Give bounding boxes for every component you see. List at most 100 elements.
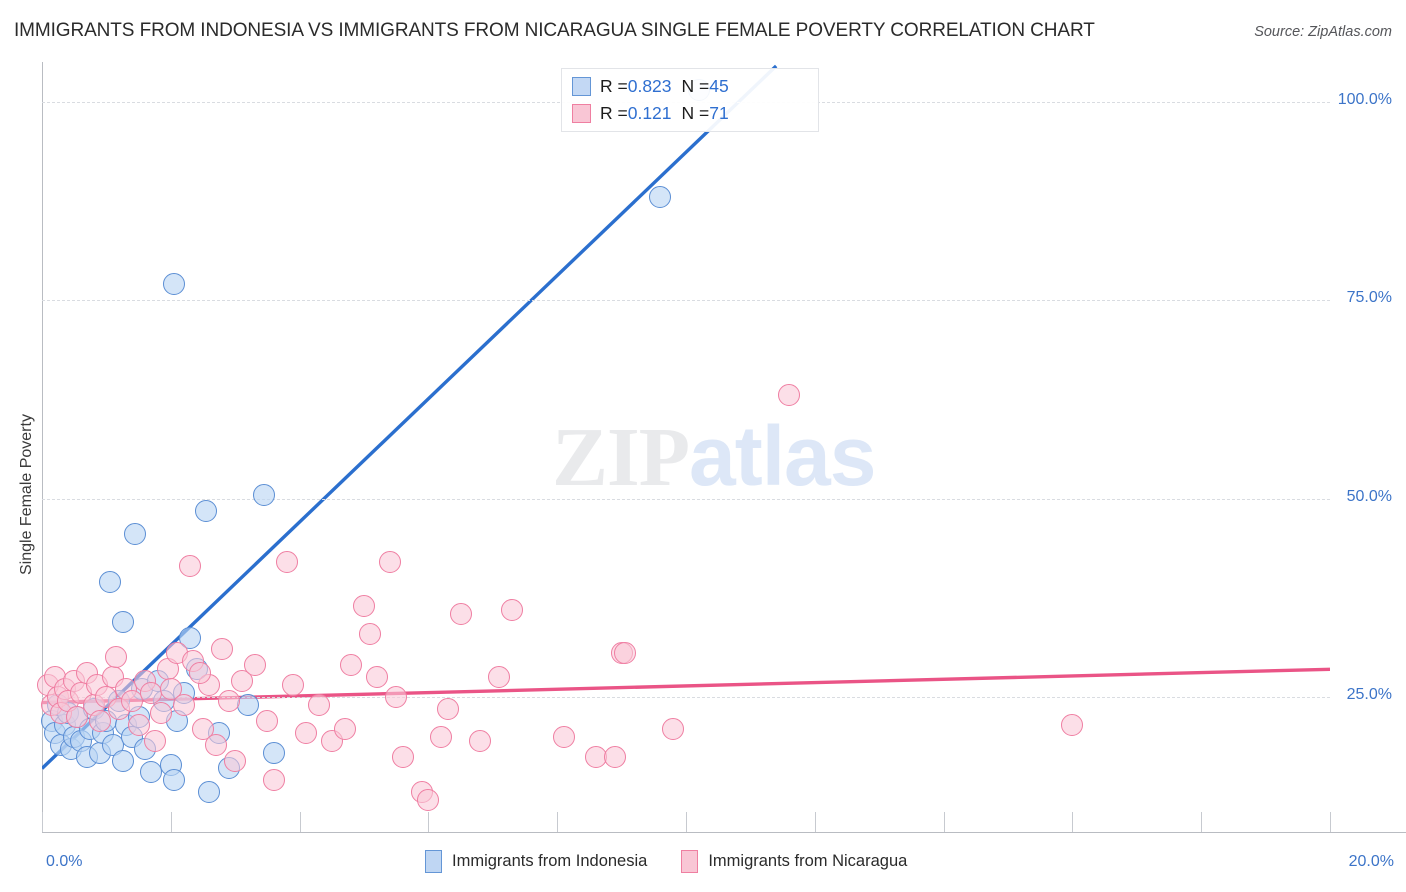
gridline-50 — [42, 498, 1330, 500]
legend-item-indonesia[interactable]: Immigrants from Indonesia — [425, 850, 647, 873]
legend-label-nicaragua: Immigrants from Nicaragua — [708, 852, 908, 870]
data-point[interactable] — [243, 654, 266, 677]
data-point[interactable] — [88, 709, 111, 732]
legend-swatch-nicaragua — [681, 850, 699, 873]
x-axis-tick — [943, 812, 945, 832]
data-point[interactable] — [552, 725, 575, 748]
data-point[interactable] — [105, 646, 128, 669]
data-point[interactable] — [172, 693, 195, 716]
gridline-25 — [42, 697, 1330, 699]
x-axis-tick — [428, 812, 430, 832]
source-attribution: Source: ZipAtlas.com — [1254, 24, 1392, 40]
data-point[interactable] — [179, 555, 202, 578]
x-axis-tick — [1330, 812, 1331, 832]
stats-r-value-nicaragua: 0.121 — [627, 102, 672, 123]
y-axis-tick-label: 50.0% — [1346, 487, 1392, 505]
data-point[interactable] — [340, 654, 363, 677]
data-point[interactable] — [417, 789, 440, 812]
data-point[interactable] — [230, 670, 253, 693]
data-point[interactable] — [501, 598, 524, 621]
stats-r-label-nicaragua: R = — [600, 102, 628, 123]
data-point[interactable] — [359, 622, 382, 645]
data-point[interactable] — [613, 642, 636, 665]
data-point[interactable] — [253, 483, 276, 506]
stats-row-indonesia: R = 0.823 N = 45 — [572, 73, 729, 99]
x-axis-tick — [1201, 812, 1203, 832]
data-point[interactable] — [124, 523, 147, 546]
legend-swatch-indonesia — [425, 850, 442, 873]
data-point[interactable] — [98, 570, 121, 593]
x-axis-tick — [686, 812, 687, 832]
data-point[interactable] — [192, 717, 214, 740]
x-axis-tick — [42, 812, 43, 832]
data-point[interactable] — [488, 666, 511, 689]
data-point[interactable] — [333, 717, 356, 740]
data-point[interactable] — [275, 551, 298, 574]
series-legend: Immigrants from Indonesia Immigrants fro… — [425, 850, 941, 873]
data-point[interactable] — [163, 273, 186, 296]
data-point[interactable] — [66, 705, 89, 728]
data-point[interactable] — [378, 551, 401, 574]
page-title: IMMIGRANTS FROM INDONESIA VS IMMIGRANTS … — [14, 20, 1095, 41]
y-axis-tick-label: 25.0% — [1346, 686, 1392, 704]
data-point[interactable] — [662, 717, 685, 740]
data-point[interactable] — [468, 729, 491, 752]
y-axis-tick-label: 100.0% — [1337, 90, 1392, 108]
trendline-layer — [42, 64, 1330, 770]
data-point[interactable] — [1061, 713, 1084, 736]
data-point[interactable] — [237, 693, 260, 716]
x-axis-min-label: 0.0% — [46, 853, 83, 870]
data-point[interactable] — [204, 733, 227, 756]
data-point[interactable] — [195, 499, 218, 522]
data-point[interactable] — [262, 769, 285, 792]
data-point[interactable] — [778, 384, 801, 407]
data-point[interactable] — [307, 693, 330, 716]
data-point[interactable] — [649, 185, 672, 208]
data-point[interactable] — [262, 741, 285, 764]
data-point[interactable] — [436, 697, 459, 720]
data-point[interactable] — [150, 701, 173, 724]
data-point[interactable] — [143, 729, 166, 752]
data-point[interactable] — [211, 638, 234, 661]
data-point[interactable] — [179, 626, 202, 649]
data-point[interactable] — [217, 690, 240, 713]
data-point[interactable] — [353, 594, 375, 617]
data-point[interactable] — [163, 769, 186, 792]
legend-label-indonesia: Immigrants from Indonesia — [452, 852, 648, 870]
legend-item-nicaragua[interactable]: Immigrants from Nicaragua — [681, 850, 907, 873]
data-point[interactable] — [111, 610, 134, 633]
data-point[interactable] — [295, 721, 318, 744]
data-point[interactable] — [391, 745, 414, 768]
x-axis-tick — [557, 812, 559, 832]
x-axis-tick — [814, 812, 816, 832]
data-point[interactable] — [365, 666, 388, 689]
stats-n-value-indonesia: 45 — [709, 75, 729, 96]
plot-area — [37, 62, 1330, 832]
data-point[interactable] — [449, 602, 472, 625]
data-point[interactable] — [430, 725, 453, 748]
data-point[interactable] — [188, 662, 211, 685]
x-axis-line — [42, 832, 1406, 833]
y-axis-tick-label: 75.0% — [1346, 289, 1392, 307]
stats-r-label-indonesia: R = — [600, 75, 628, 96]
x-axis-tick — [170, 812, 172, 832]
data-point[interactable] — [111, 749, 134, 772]
y-axis-title: Single Female Poverty — [18, 414, 35, 575]
stats-row-nicaragua: R = 0.121 N = 71 — [572, 100, 729, 126]
data-point[interactable] — [256, 709, 279, 732]
stats-n-label-indonesia: N = — [681, 75, 710, 96]
data-point[interactable] — [385, 686, 408, 709]
x-axis-tick — [1072, 812, 1074, 832]
data-point[interactable] — [198, 781, 221, 804]
stats-swatch-nicaragua — [572, 103, 591, 123]
stats-swatch-indonesia — [572, 76, 591, 96]
data-point[interactable] — [224, 749, 247, 772]
data-point[interactable] — [159, 678, 182, 701]
trendline — [42, 64, 778, 770]
data-point[interactable] — [282, 674, 305, 697]
correlation-stats-box: R = 0.823 N = 45 R = 0.121 N = 71 — [561, 68, 819, 132]
data-point[interactable] — [604, 745, 627, 768]
y-axis-title-wrap: Single Female Poverty — [18, 414, 35, 576]
data-point[interactable] — [127, 713, 150, 736]
